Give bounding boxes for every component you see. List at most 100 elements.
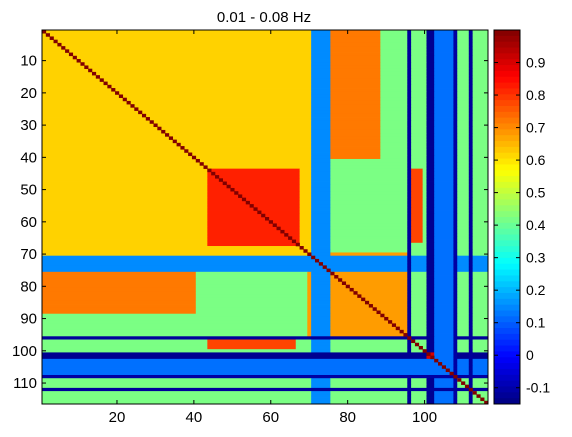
- heatmap-cell: [311, 229, 331, 234]
- heatmap-cell: [411, 291, 427, 295]
- heatmap-cell: [330, 97, 381, 102]
- heatmap-cell: [330, 229, 408, 234]
- heatmap-cell: [42, 126, 312, 131]
- heatmap-cell: [472, 142, 489, 147]
- heatmap-cell: [426, 146, 435, 150]
- heatmap-cell: [457, 342, 470, 347]
- heatmap-cell: [468, 33, 474, 37]
- heatmap-cell: [468, 213, 474, 218]
- heatmap-cell: [453, 200, 458, 205]
- heatmap-cell: [472, 287, 489, 292]
- heatmap-cell: [330, 246, 408, 250]
- x-tick-label: 40: [186, 409, 203, 426]
- heatmap-cell: [42, 333, 308, 337]
- heatmap-cell: [472, 371, 489, 376]
- heatmap-cell: [453, 78, 458, 82]
- diagonal-cell: [145, 117, 150, 121]
- heatmap-cell: [457, 39, 470, 44]
- heatmap-cell: [330, 110, 381, 115]
- heatmap-cell: [457, 71, 470, 76]
- heatmap-cell: [299, 242, 312, 247]
- heatmap-cell: [380, 126, 408, 131]
- heatmap-cell: [407, 113, 412, 118]
- diagonal-cell: [388, 320, 393, 324]
- heatmap-cell: [457, 300, 470, 305]
- heatmap-cell: [453, 397, 458, 402]
- heatmap-cell: [42, 91, 312, 95]
- heatmap-cell: [330, 133, 381, 137]
- heatmap-cell: [422, 181, 427, 186]
- heatmap-cell: [42, 358, 454, 363]
- heatmap-cell: [411, 133, 427, 137]
- heatmap-cell: [330, 120, 381, 124]
- heatmap-cell: [330, 100, 381, 105]
- heatmap-cell: [407, 117, 412, 121]
- heatmap-cell: [468, 329, 474, 334]
- heatmap-cell: [457, 49, 470, 53]
- heatmap-cell: [426, 210, 435, 215]
- heatmap-cell: [468, 52, 474, 57]
- heatmap-cell: [453, 246, 458, 250]
- colorbar-tick-label: 0.3: [526, 250, 546, 266]
- heatmap-cell: [472, 200, 489, 205]
- colorbar-segment: [494, 339, 520, 347]
- y-tick-label: 80: [20, 278, 37, 295]
- heatmap-cell: [42, 355, 427, 360]
- heatmap-cell: [426, 239, 435, 244]
- heatmap-cell: [330, 30, 381, 34]
- heatmap-cell: [434, 220, 454, 224]
- heatmap-cell: [380, 59, 408, 63]
- heatmap-cell: [42, 110, 312, 115]
- heatmap-cell: [330, 310, 408, 315]
- heatmap-cell: [426, 139, 435, 144]
- heatmap-cell: [380, 46, 408, 50]
- heatmap-cell: [407, 323, 412, 328]
- heatmap-cell: [468, 397, 474, 402]
- heatmap-cell: [434, 142, 454, 147]
- heatmap-cell: [472, 342, 489, 347]
- heatmap-cell: [42, 362, 454, 366]
- heatmap-cell: [299, 207, 312, 211]
- heatmap-cell: [42, 149, 312, 153]
- heatmap-cell: [411, 313, 427, 318]
- heatmap-cell: [434, 113, 454, 118]
- colorbar-segment: [494, 228, 520, 236]
- heatmap-cell: [426, 191, 435, 195]
- heatmap-cell: [468, 139, 474, 144]
- heatmap-cell: [472, 400, 489, 405]
- heatmap-cell: [330, 252, 408, 257]
- heatmap-cell: [311, 84, 331, 89]
- heatmap-cell: [434, 316, 454, 321]
- heatmap-cell: [453, 42, 458, 47]
- heatmap-cell: [407, 197, 412, 202]
- heatmap-cell: [453, 345, 458, 350]
- heatmap-cell: [42, 123, 312, 128]
- heatmap-cell: [407, 155, 412, 160]
- colorbar-segment: [494, 333, 520, 341]
- diagonal-cell: [407, 336, 412, 340]
- colorbar-segment: [494, 351, 520, 358]
- heatmap-cell: [426, 175, 435, 179]
- heatmap-cell: [457, 326, 470, 331]
- heatmap-cell: [307, 294, 312, 298]
- heatmap-cell: [453, 304, 458, 308]
- heatmap-cell: [472, 304, 489, 308]
- heatmap-cell: [407, 220, 412, 224]
- y-tick-label: 40: [20, 149, 37, 166]
- heatmap-cell: [468, 323, 474, 328]
- heatmap-cell: [468, 94, 474, 99]
- heatmap-cell: [457, 371, 470, 376]
- heatmap-cell: [380, 146, 408, 150]
- heatmap-cell: [380, 123, 408, 128]
- heatmap-cell: [426, 287, 435, 292]
- heatmap-cell: [434, 284, 454, 289]
- heatmap-cell: [330, 210, 408, 215]
- heatmap-cell: [42, 394, 312, 398]
- heatmap-cell: [426, 136, 435, 141]
- heatmap-cell: [411, 94, 427, 99]
- heatmap-cell: [453, 75, 458, 79]
- heatmap-cell: [426, 107, 435, 111]
- heatmap-cell: [472, 68, 489, 73]
- heatmap-cell: [426, 326, 435, 331]
- heatmap-cell: [407, 71, 412, 76]
